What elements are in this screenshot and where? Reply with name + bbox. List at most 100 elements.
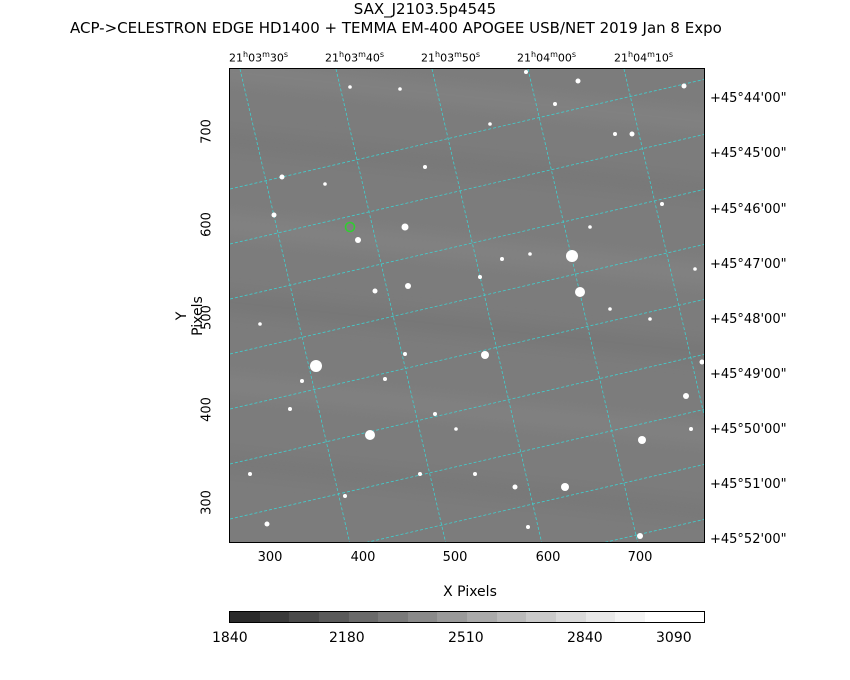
dec-label-8: +45°51'00" bbox=[710, 477, 787, 492]
ra-grid-line bbox=[623, 69, 704, 417]
star bbox=[648, 317, 652, 321]
colorbar-segment bbox=[378, 612, 408, 622]
dec-grid-line bbox=[230, 244, 704, 355]
dec-grid-line bbox=[366, 464, 704, 542]
image-title: SAX_J2103.5p4545 bbox=[353, 0, 497, 18]
y-tick-400: 400 bbox=[199, 397, 215, 422]
dec-grid-line bbox=[230, 79, 704, 190]
star bbox=[478, 275, 482, 279]
star bbox=[512, 484, 518, 490]
star bbox=[300, 379, 304, 383]
star bbox=[629, 131, 635, 137]
star bbox=[365, 430, 375, 440]
star bbox=[403, 352, 407, 356]
dec-label-4: +45°47'00" bbox=[710, 257, 787, 272]
star bbox=[323, 182, 327, 186]
star bbox=[343, 494, 347, 498]
colorbar-segment bbox=[526, 612, 556, 622]
star bbox=[613, 132, 617, 136]
star bbox=[279, 174, 285, 180]
x-tick-700: 700 bbox=[627, 550, 653, 565]
colorbar-label-5: 3090 bbox=[656, 630, 692, 646]
dec-label-1: +45°44'00" bbox=[710, 91, 787, 106]
star bbox=[566, 250, 578, 262]
x-tick-500: 500 bbox=[442, 550, 468, 565]
star bbox=[473, 472, 477, 476]
y-axis-label: Y Pixels bbox=[174, 296, 206, 336]
colorbar-segment bbox=[289, 612, 319, 622]
star bbox=[500, 257, 504, 261]
star bbox=[689, 427, 693, 431]
coordinate-grid bbox=[230, 69, 704, 542]
star bbox=[481, 351, 489, 359]
dec-grid-line bbox=[230, 409, 704, 520]
star bbox=[383, 377, 387, 381]
star bbox=[683, 393, 689, 399]
star bbox=[608, 307, 612, 311]
colorbar-segment bbox=[555, 612, 586, 622]
ra-label-4: 21h04m00s bbox=[517, 50, 577, 65]
dec-grid-line bbox=[230, 354, 704, 465]
dec-label-5: +45°48'00" bbox=[710, 312, 787, 327]
colorbar-segment bbox=[259, 612, 290, 622]
star bbox=[681, 83, 687, 89]
ra-grid-line bbox=[239, 69, 350, 542]
x-tick-300: 300 bbox=[257, 550, 283, 565]
colorbar-segment bbox=[644, 612, 675, 622]
dec-grid-line bbox=[230, 134, 704, 245]
star bbox=[488, 122, 492, 126]
y-tick-600: 600 bbox=[199, 212, 215, 237]
ra-label-3: 21h03m50s bbox=[421, 50, 481, 65]
star bbox=[401, 223, 409, 231]
colorbar-label-2: 2180 bbox=[329, 630, 365, 646]
dec-grid-line bbox=[230, 299, 704, 410]
star bbox=[524, 70, 528, 74]
colorbar-label-3: 2510 bbox=[448, 630, 484, 646]
colorbar-segment bbox=[348, 612, 379, 622]
star bbox=[588, 225, 592, 229]
star bbox=[638, 436, 646, 444]
star bbox=[405, 283, 411, 289]
star bbox=[433, 412, 437, 416]
colorbar bbox=[229, 611, 705, 623]
ra-grid-line bbox=[527, 69, 638, 542]
colorbar-segment bbox=[496, 612, 527, 622]
x-tick-400: 400 bbox=[350, 550, 376, 565]
ra-label-1: 21h03m30s bbox=[229, 50, 289, 65]
y-tick-700: 700 bbox=[199, 119, 215, 144]
star bbox=[258, 322, 262, 326]
star bbox=[288, 407, 292, 411]
star bbox=[248, 472, 252, 476]
star bbox=[575, 287, 585, 297]
star bbox=[553, 102, 557, 106]
dec-grid-line bbox=[604, 519, 704, 542]
star-field bbox=[230, 69, 704, 542]
dec-grid-line bbox=[230, 189, 704, 300]
colorbar-segment bbox=[318, 612, 349, 622]
dec-label-7: +45°50'00" bbox=[710, 422, 787, 437]
colorbar-segment bbox=[467, 612, 497, 622]
star bbox=[637, 533, 643, 539]
sky-image[interactable] bbox=[229, 68, 705, 543]
star bbox=[528, 252, 532, 256]
colorbar-label-4: 2840 bbox=[567, 630, 603, 646]
star bbox=[693, 267, 697, 271]
star bbox=[355, 237, 361, 243]
image-subtitle: ACP->CELESTRON EDGE HD1400 + TEMMA EM-40… bbox=[70, 19, 722, 37]
colorbar-segment bbox=[585, 612, 616, 622]
star bbox=[418, 472, 422, 476]
x-axis-label: X Pixels bbox=[443, 584, 497, 600]
colorbar-label-1: 1840 bbox=[212, 630, 248, 646]
star bbox=[372, 288, 378, 294]
colorbar-segment bbox=[407, 612, 438, 622]
x-tick-600: 600 bbox=[535, 550, 561, 565]
ra-grid-line bbox=[335, 69, 446, 542]
star bbox=[526, 525, 530, 529]
star bbox=[699, 359, 704, 365]
star bbox=[454, 427, 458, 431]
dec-label-6: +45°49'00" bbox=[710, 367, 787, 382]
colorbar-segment bbox=[674, 612, 704, 622]
star bbox=[398, 87, 402, 91]
ra-grid-line bbox=[431, 69, 542, 542]
star bbox=[660, 202, 664, 206]
